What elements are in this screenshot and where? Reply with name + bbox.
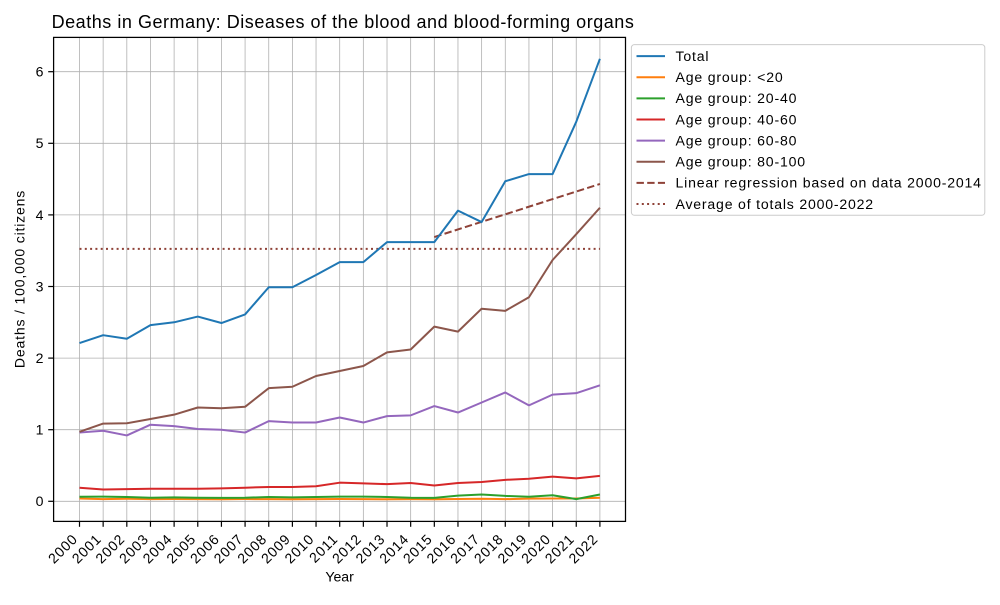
svg-text:4: 4 bbox=[36, 207, 44, 223]
svg-text:Deaths in Germany: Diseases of: Deaths in Germany: Diseases of the blood… bbox=[52, 12, 635, 32]
svg-text:0: 0 bbox=[36, 493, 44, 509]
svg-text:Age group: 80-100: Age group: 80-100 bbox=[676, 154, 806, 170]
svg-text:Age group: 20-40: Age group: 20-40 bbox=[676, 90, 798, 106]
svg-text:Age group: <20: Age group: <20 bbox=[676, 69, 784, 85]
svg-text:Age group: 40-60: Age group: 40-60 bbox=[676, 111, 798, 127]
svg-text:2: 2 bbox=[36, 350, 44, 366]
svg-text:Year: Year bbox=[325, 569, 354, 585]
svg-text:6: 6 bbox=[36, 64, 44, 80]
svg-text:5: 5 bbox=[36, 135, 44, 151]
svg-text:1: 1 bbox=[36, 422, 44, 438]
svg-text:Average of totals 2000-2022: Average of totals 2000-2022 bbox=[676, 196, 874, 212]
svg-text:Linear regression based on dat: Linear regression based on data 2000-201… bbox=[676, 175, 982, 191]
svg-text:Total: Total bbox=[676, 48, 710, 64]
svg-text:Deaths / 100,000 citizens: Deaths / 100,000 citizens bbox=[11, 190, 27, 368]
svg-text:Age group: 60-80: Age group: 60-80 bbox=[676, 132, 798, 148]
svg-text:3: 3 bbox=[36, 278, 44, 294]
